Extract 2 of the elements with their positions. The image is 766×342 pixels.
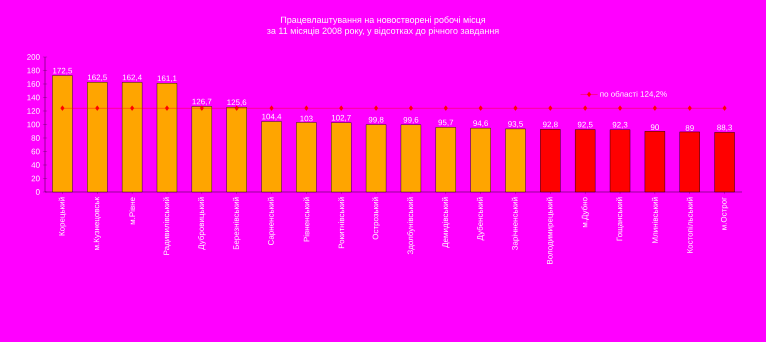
chart-subtitle: за 11 місяців 2008 року, у відсотках до річного завдання xyxy=(267,27,499,36)
chart-title: Працевлаштування на новостворені робочі місця xyxy=(281,16,486,25)
